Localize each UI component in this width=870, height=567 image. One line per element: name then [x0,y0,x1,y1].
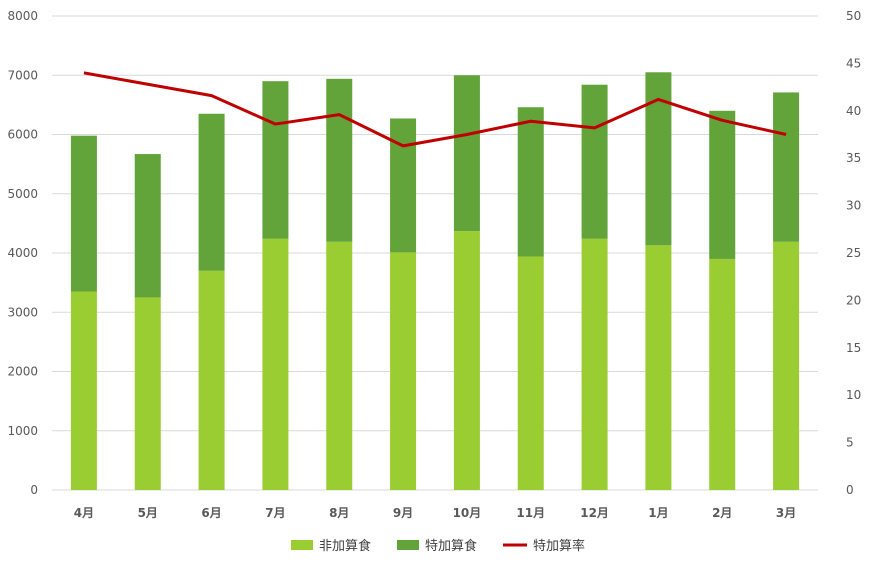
bar-non-kasan [645,245,672,490]
gridlines [52,15,818,491]
category-label: 6月 [201,506,221,520]
category-label: 3月 [776,506,796,520]
bar-non-kasan [517,256,544,490]
left-axis-tick-label: 3000 [7,305,38,319]
bar-non-kasan [262,238,289,490]
bar-series-group [70,72,800,490]
bar-non-kasan [390,252,417,490]
category-label: 1月 [648,506,668,520]
bar-toku-kasan [390,118,417,253]
legend-swatch [397,540,419,550]
category-axis-labels: 4月 5月 6月 7月 8月 9月 10月 11月 12月 1月 2月 3月 [74,506,797,520]
legend-swatch [291,540,313,550]
category-label: 8月 [329,506,349,520]
right-axis-tick-label: 20 [846,293,861,307]
bar-non-kasan [70,291,97,490]
category-label: 10月 [453,506,482,520]
bar-non-kasan [134,297,161,490]
right-axis-ticks: 0 5 10 15 20 25 30 35 40 45 50 [846,9,861,497]
bar-non-kasan [326,241,353,490]
line-series-group [83,71,787,148]
bar-toku-kasan [773,92,800,242]
bar-non-kasan [709,258,736,490]
legend-label: 非加算食 [319,538,371,554]
category-label: 5月 [138,506,158,520]
category-label: 12月 [580,506,609,520]
bar-toku-kasan [453,75,480,232]
bar-toku-kasan [709,110,736,259]
category-label: 11月 [516,506,545,520]
left-axis-tick-label: 1000 [7,424,38,438]
bar-toku-kasan [70,135,97,292]
left-axis-tick-label: 8000 [7,9,38,23]
bar-non-kasan [581,238,608,490]
left-axis-tick-label: 0 [30,483,38,497]
left-axis-tick-label: 4000 [7,246,38,260]
bar-toku-kasan [198,113,225,271]
right-axis-tick-label: 30 [846,199,861,213]
bar-toku-kasan [262,81,289,239]
right-axis-tick-label: 45 [846,56,861,70]
left-axis-ticks: 0 1000 2000 3000 4000 5000 6000 7000 8000 [7,9,38,497]
left-axis-tick-label: 6000 [7,128,38,142]
right-axis-tick-label: 35 [846,151,861,165]
category-label: 4月 [74,506,94,520]
bar-toku-kasan [517,107,544,257]
bar-non-kasan [453,231,480,490]
bar-non-kasan [198,270,225,490]
right-axis-tick-label: 10 [846,388,861,402]
bar-toku-kasan [326,78,353,242]
right-axis-tick-label: 15 [846,341,861,355]
right-axis-tick-label: 0 [846,483,854,497]
category-label: 2月 [712,506,732,520]
legend: 非加算食 特加算食 特加算率 [291,538,585,554]
bar-toku-kasan [581,84,608,239]
left-axis-tick-label: 2000 [7,365,38,379]
bar-toku-kasan [134,154,161,298]
left-axis-tick-label: 5000 [7,187,38,201]
bar-non-kasan [773,241,800,490]
rate-line [83,71,787,148]
right-axis-tick-label: 40 [846,104,861,118]
category-label: 7月 [265,506,285,520]
right-axis-tick-label: 25 [846,246,861,260]
category-label: 9月 [393,506,413,520]
legend-label: 特加算食 [425,538,477,554]
right-axis-tick-label: 50 [846,9,861,23]
legend-label: 特加算率 [533,538,585,554]
right-axis-tick-label: 5 [846,436,854,450]
left-axis-tick-label: 7000 [7,68,38,82]
